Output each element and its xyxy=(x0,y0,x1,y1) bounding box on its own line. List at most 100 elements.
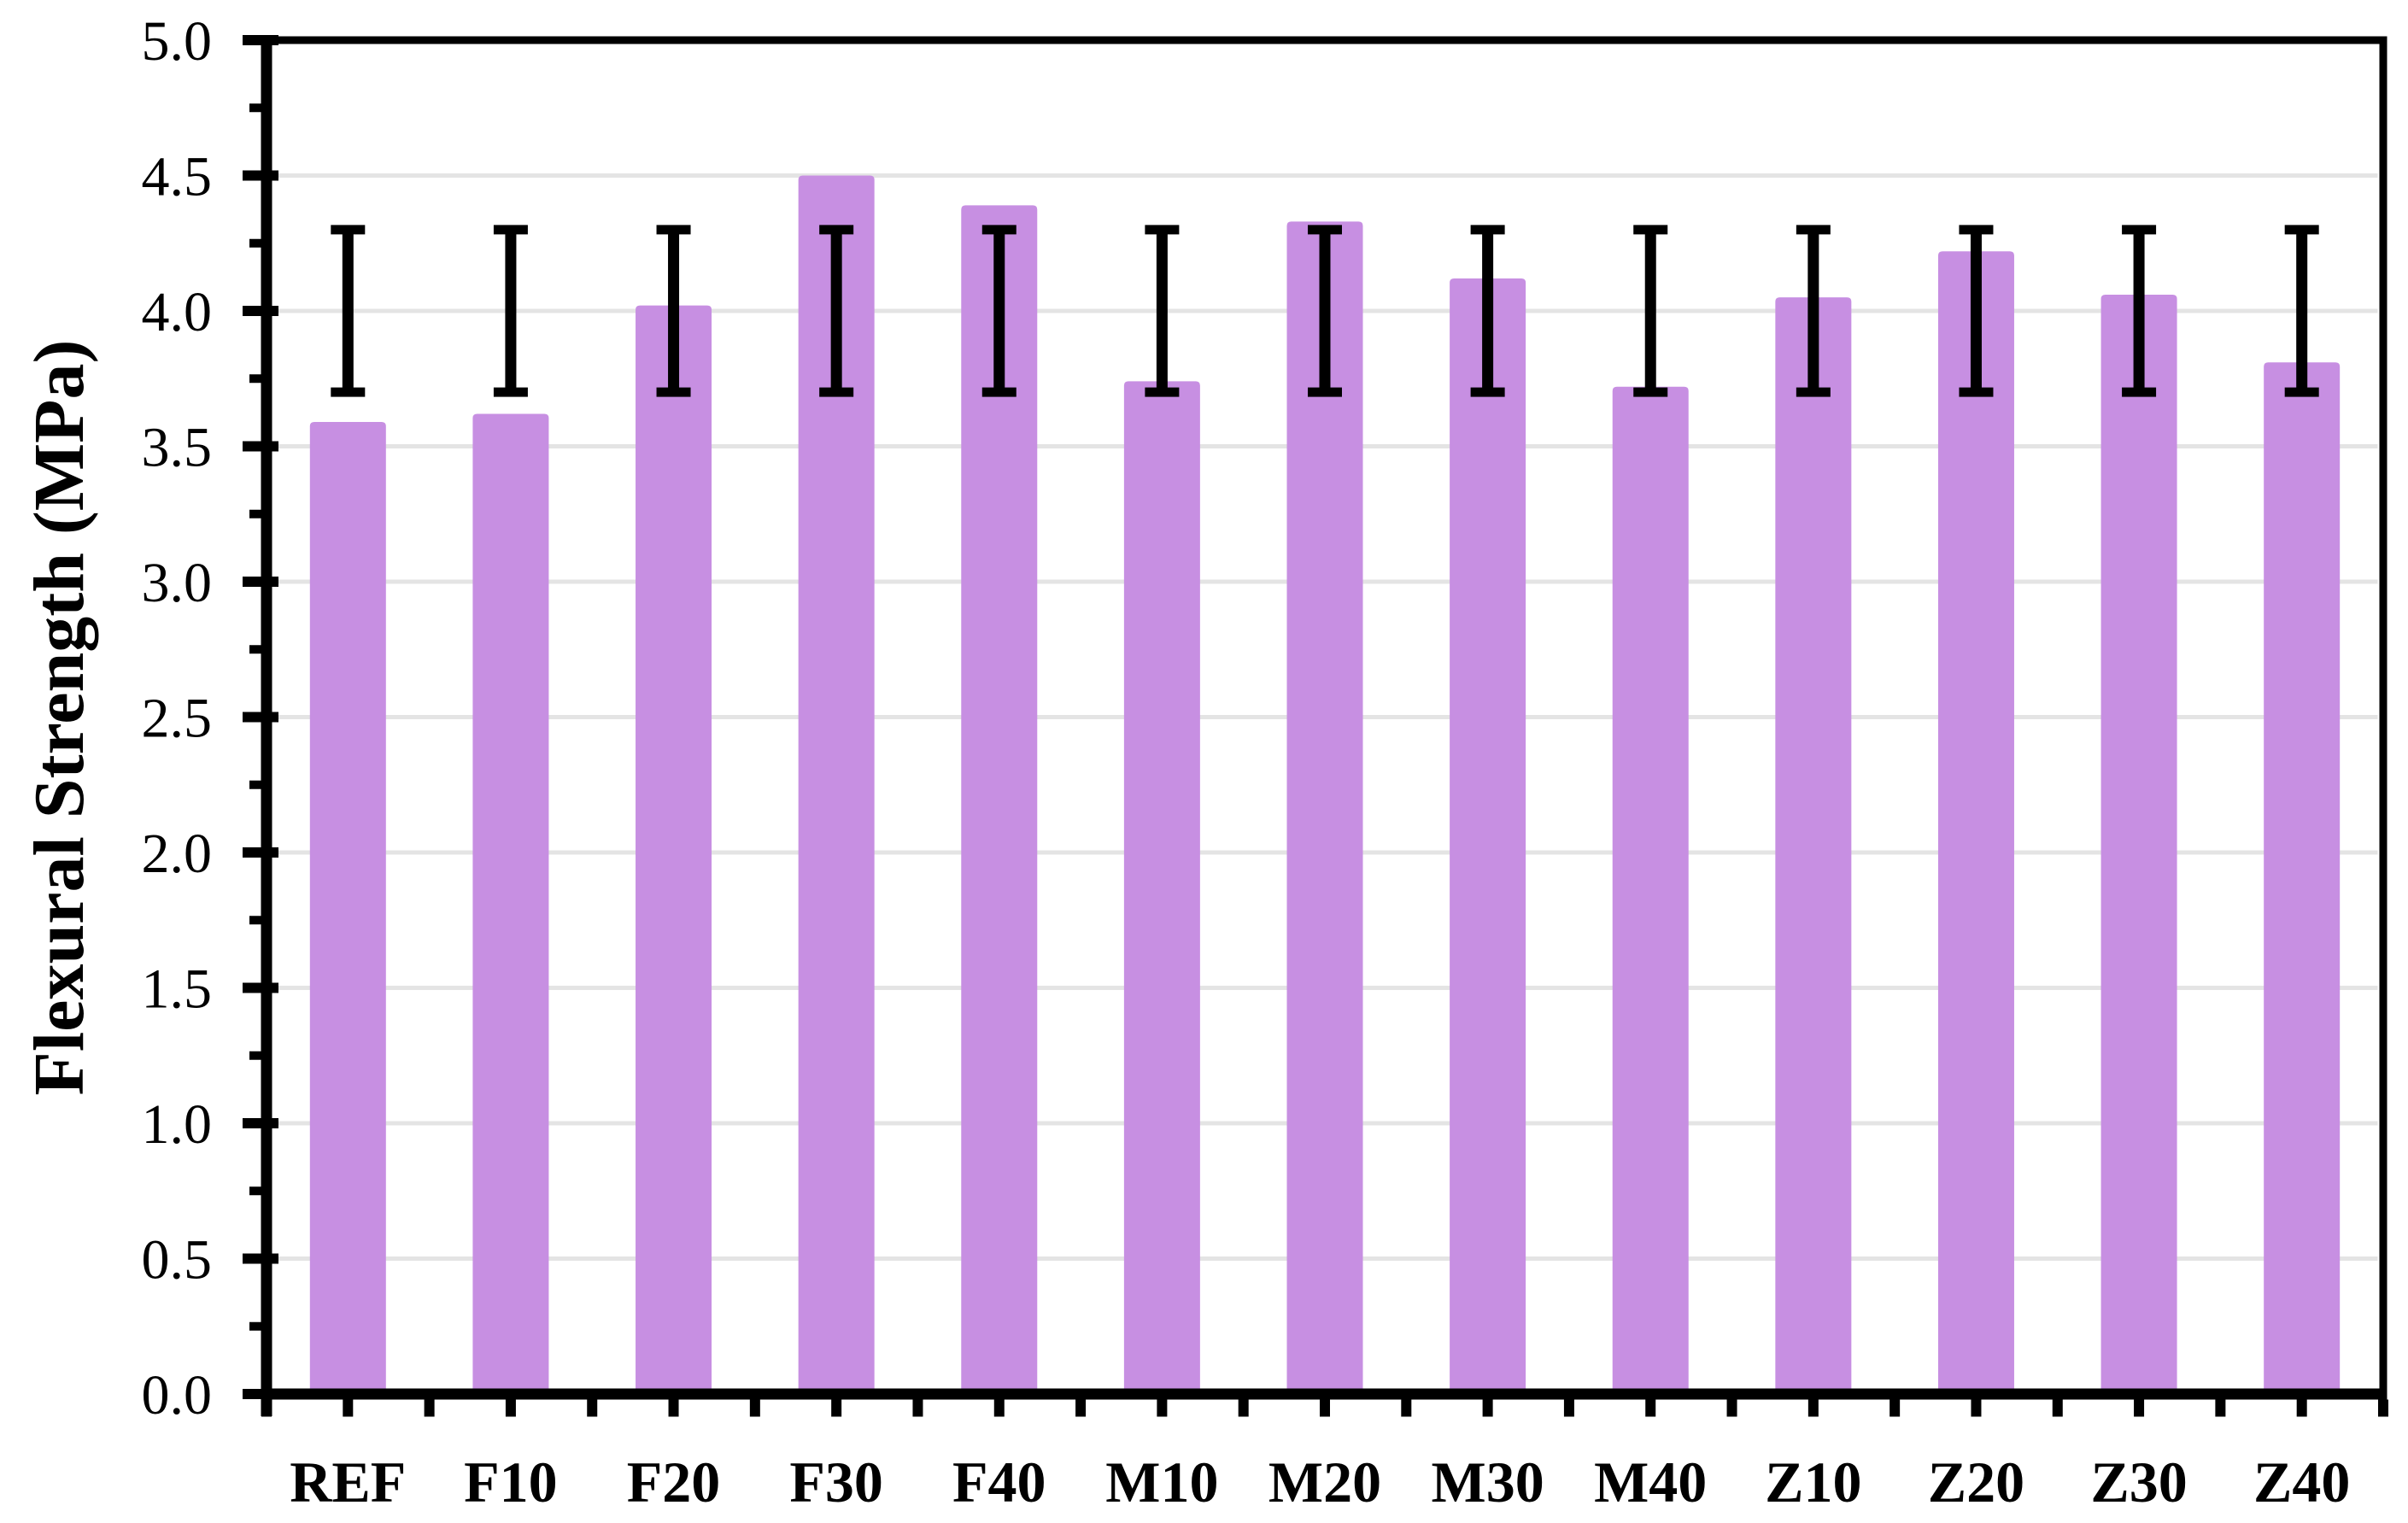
bar-M20 xyxy=(1286,221,1363,1390)
error-bar-cap-top-Z30 xyxy=(2122,225,2157,235)
error-bar-cap-top-REF xyxy=(331,225,366,235)
y-tick-label-1.0: 1.0 xyxy=(142,1093,213,1156)
x-tick-3 xyxy=(505,1399,516,1417)
x-category-label-F10: F10 xyxy=(464,1450,558,1514)
error-bar-line-F30 xyxy=(830,229,842,393)
x-category-label-Z40: Z40 xyxy=(2253,1450,2350,1514)
y-minor-tick-2.75 xyxy=(249,645,267,654)
error-bar-line-M30 xyxy=(1482,229,1494,393)
y-major-tick-5.0 xyxy=(243,35,278,45)
y-major-tick-4.5 xyxy=(243,170,278,181)
y-major-tick-3.0 xyxy=(243,577,278,587)
y-tick-label-3.0: 3.0 xyxy=(142,552,213,614)
y-tick-label-0.5: 0.5 xyxy=(142,1229,213,1292)
x-tick-16 xyxy=(1563,1399,1574,1417)
error-bar-cap-bottom-F30 xyxy=(819,387,854,397)
error-bar-cap-bottom-M10 xyxy=(1145,387,1180,397)
error-bar-cap-top-F30 xyxy=(819,225,854,235)
x-tick-2 xyxy=(424,1399,435,1417)
bar-Z30 xyxy=(2100,294,2177,1391)
error-bar-cap-top-Z40 xyxy=(2284,225,2319,235)
bar-REF xyxy=(309,421,386,1391)
y-minor-tick-4.75 xyxy=(249,103,267,113)
x-category-label-M40: M40 xyxy=(1594,1450,1707,1514)
y-minor-tick-0.75 xyxy=(249,1186,267,1196)
error-bar-cap-bottom-Z20 xyxy=(1959,387,1994,397)
x-tick-12 xyxy=(1238,1399,1249,1417)
bar-F40 xyxy=(961,205,1038,1390)
error-bar-cap-bottom-F20 xyxy=(656,387,691,397)
error-bar-cap-top-F20 xyxy=(656,225,691,235)
error-bar-cap-bottom-M40 xyxy=(1633,387,1668,397)
error-bar-line-F20 xyxy=(668,229,680,393)
x-tick-22 xyxy=(2052,1399,2063,1417)
x-tick-15 xyxy=(1482,1399,1493,1417)
error-bar-cap-top-M30 xyxy=(1470,225,1505,235)
y-tick-label-5.0: 5.0 xyxy=(142,10,213,73)
x-category-label-Z30: Z30 xyxy=(2090,1450,2187,1514)
y-minor-tick-3.25 xyxy=(249,509,267,518)
error-bar-cap-bottom-F10 xyxy=(493,387,528,397)
x-tick-5 xyxy=(668,1399,679,1417)
x-tick-0 xyxy=(261,1399,272,1417)
x-category-label-REF: REF xyxy=(290,1450,406,1514)
bar-F20 xyxy=(636,305,712,1390)
x-tick-6 xyxy=(749,1399,760,1417)
x-category-label-M30: M30 xyxy=(1432,1450,1544,1514)
y-major-tick-0.5 xyxy=(243,1253,278,1264)
x-tick-17 xyxy=(1645,1399,1656,1417)
bar-F10 xyxy=(472,413,549,1391)
y-tick-label-3.5: 3.5 xyxy=(142,417,213,479)
y-minor-tick-4.25 xyxy=(249,238,267,248)
bar-F30 xyxy=(798,175,875,1390)
error-bar-line-Z40 xyxy=(2296,229,2308,393)
error-bar-line-Z30 xyxy=(2133,229,2145,393)
x-tick-9 xyxy=(993,1399,1005,1417)
y-minor-tick-0.25 xyxy=(249,1321,267,1331)
y-minor-tick-2.25 xyxy=(249,780,267,789)
y-major-tick-1.0 xyxy=(243,1118,278,1128)
x-tick-21 xyxy=(1971,1399,1982,1417)
error-bar-cap-bottom-REF xyxy=(331,387,366,397)
error-bar-cap-bottom-M30 xyxy=(1470,387,1505,397)
gridline-y-4.5 xyxy=(272,173,2378,178)
error-bar-cap-top-F40 xyxy=(981,225,1017,235)
y-major-tick-3.5 xyxy=(243,441,278,452)
x-category-label-Z10: Z10 xyxy=(1765,1450,1861,1514)
y-minor-tick-1.25 xyxy=(249,1051,267,1060)
x-tick-20 xyxy=(1889,1399,1901,1417)
plot-border-right xyxy=(2379,36,2387,1416)
x-category-label-F40: F40 xyxy=(952,1450,1046,1514)
error-bar-line-F40 xyxy=(993,229,1005,393)
error-bar-cap-top-M10 xyxy=(1145,225,1180,235)
x-category-label-M20: M20 xyxy=(1268,1450,1381,1514)
y-tick-label-2.5: 2.5 xyxy=(142,688,213,750)
bar-Z20 xyxy=(1937,251,2014,1390)
x-tick-26 xyxy=(2378,1399,2388,1417)
x-tick-1 xyxy=(343,1399,354,1417)
x-tick-13 xyxy=(1320,1399,1330,1417)
error-bar-line-M20 xyxy=(1319,229,1331,393)
bar-M30 xyxy=(1450,278,1526,1391)
bar-Z40 xyxy=(2264,362,2341,1391)
y-tick-label-0.0: 0.0 xyxy=(142,1364,213,1426)
bar-M40 xyxy=(1612,386,1689,1390)
error-bar-line-REF xyxy=(342,229,354,393)
error-bar-cap-top-M40 xyxy=(1633,225,1668,235)
error-bar-cap-top-Z20 xyxy=(1959,225,1994,235)
error-bar-line-Z20 xyxy=(1970,229,1982,393)
y-minor-tick-1.75 xyxy=(249,916,267,925)
error-bar-cap-top-M20 xyxy=(1308,225,1342,235)
error-bar-line-Z10 xyxy=(1807,229,1819,393)
error-bar-cap-bottom-M20 xyxy=(1308,387,1342,397)
x-tick-10 xyxy=(1075,1399,1087,1417)
x-tick-11 xyxy=(1157,1399,1168,1417)
x-category-label-M10: M10 xyxy=(1105,1450,1218,1514)
error-bar-cap-bottom-Z40 xyxy=(2284,387,2319,397)
y-tick-label-2.0: 2.0 xyxy=(142,823,213,885)
x-tick-14 xyxy=(1401,1399,1412,1417)
y-major-tick-2.5 xyxy=(243,712,278,723)
y-major-tick-0.0 xyxy=(243,1389,278,1399)
